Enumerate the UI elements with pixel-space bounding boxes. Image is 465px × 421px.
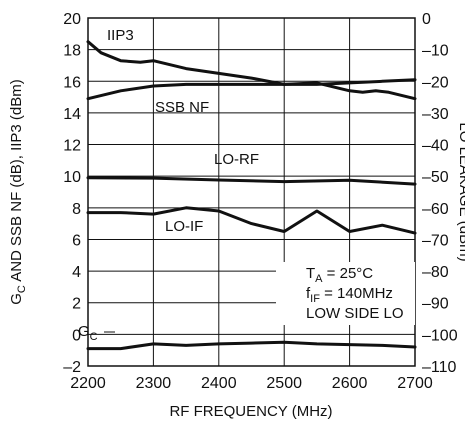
x-axis-label: RF FREQUENCY (MHz) [169, 403, 332, 420]
y-right-tick-label: 0 [422, 11, 431, 28]
series-line-iip3 [86, 40, 417, 101]
cond-fif: fIF = 140MHz [306, 285, 393, 305]
series-line-lo-rf [86, 176, 417, 186]
label-gc: GC [78, 323, 98, 343]
y-right-tick-label: –80 [422, 264, 449, 281]
x-tick-label: 2700 [397, 375, 433, 392]
label-iip3: IIP3 [107, 27, 134, 44]
series-line-ssb-nf [86, 78, 417, 101]
y-left-tick-label: 12 [63, 138, 81, 155]
label-gc-main: G [78, 323, 90, 340]
y-right-tick-label: –30 [422, 106, 449, 123]
y-left-tick-label: 10 [63, 169, 81, 186]
label-loif: LO-IF [165, 218, 203, 235]
label-ssbnf: SSB NF [155, 99, 209, 116]
y-axis-left-label: GC AND SSB NF (dB), IIP3 (dBm) [8, 79, 28, 305]
label-lorf: LO-RF [214, 151, 259, 168]
y-left-label-sub: C [16, 285, 28, 293]
series-line-g-c [86, 340, 417, 351]
y-right-tick-label: –70 [422, 232, 449, 249]
label-gc-sub: C [90, 331, 98, 343]
conditions-bg [276, 262, 415, 325]
y-left-label-rest: AND SSB NF (dB), IIP3 (dBm) [8, 79, 25, 285]
y-left-tick-label: 2 [72, 296, 81, 313]
y-right-tick-label: –110 [422, 359, 457, 376]
x-tick-label: 2200 [70, 375, 106, 392]
cond-lo: LOW SIDE LO [306, 305, 404, 322]
y-left-tick-label: 4 [72, 264, 81, 281]
y-left-tick-label: 20 [63, 11, 81, 28]
y-left-tick-label: 14 [63, 106, 81, 123]
y-right-ticks: 0 –10 –20 –30 –40 –50 –60 –70 –80 –90 –100 –110 [422, 11, 458, 376]
plot-frame [87, 17, 416, 367]
x-tick-label: 2400 [201, 375, 237, 392]
y-right-tick-label: –20 [422, 74, 449, 91]
y-left-tick-label: –2 [63, 359, 81, 376]
conditions-box: TA = 25°C fIF = 140MHz LOW SIDE LO [276, 262, 415, 325]
cond-ta: TA = 25°C [306, 265, 373, 285]
y-right-tick-label: –40 [422, 138, 449, 155]
y-left-tick-label: 0 [72, 327, 81, 344]
y-right-tick-label: –90 [422, 296, 449, 313]
x-tick-label: 2300 [136, 375, 172, 392]
y-left-tick-label: 8 [72, 201, 81, 218]
x-ticks: 2200 2300 2400 2500 2600 2700 [70, 375, 433, 392]
y-right-tick-label: –50 [422, 169, 449, 186]
series-line-lo-if [86, 206, 417, 235]
y-left-tick-label: 6 [72, 232, 81, 249]
y-right-tick-label: –10 [422, 43, 449, 60]
curves [86, 40, 417, 351]
x-tick-label: 2500 [266, 375, 302, 392]
y-axis-right-label: LO LEAKAGE (dBm) [456, 122, 465, 261]
y-right-tick-label: –100 [422, 327, 458, 344]
x-tick-label: 2600 [332, 375, 368, 392]
y-right-tick-label: –60 [422, 201, 449, 218]
y-left-label-g: G [8, 293, 25, 305]
y-left-tick-label: 18 [63, 43, 81, 60]
y-left-tick-label: 16 [63, 74, 81, 91]
